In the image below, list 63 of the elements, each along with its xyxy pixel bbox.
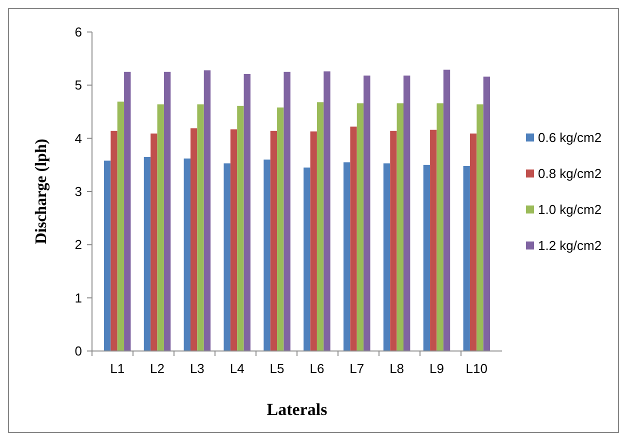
bar	[104, 160, 111, 351]
legend-label: 0.8 kg/cm2	[538, 166, 602, 182]
x-tick-label: L8	[390, 361, 404, 376]
y-tick-label: 5	[74, 78, 82, 93]
bar	[150, 134, 158, 351]
bar	[117, 102, 124, 351]
bar	[190, 128, 198, 351]
bar	[230, 129, 238, 351]
x-tick-label: L1	[110, 361, 125, 376]
bar	[164, 72, 171, 351]
y-tick-label: 4	[74, 130, 82, 146]
bar	[184, 158, 191, 351]
x-tick-label: L6	[310, 361, 324, 376]
bar	[144, 156, 151, 351]
x-tick-label: L5	[270, 361, 284, 376]
bar	[197, 104, 204, 351]
x-tick-label: L9	[429, 361, 444, 376]
bar	[344, 162, 350, 351]
bar	[310, 131, 317, 351]
bar	[483, 76, 490, 351]
bar	[350, 126, 357, 351]
y-tick-label: 6	[74, 24, 82, 40]
bar	[224, 163, 230, 351]
x-tick-label: L10	[466, 361, 488, 376]
bar	[476, 104, 484, 351]
x-axis-title: Laterals	[266, 400, 328, 419]
bar	[364, 76, 370, 351]
y-tick-label: 2	[74, 237, 82, 252]
bar	[204, 70, 211, 351]
y-tick-label: 1	[74, 290, 82, 306]
x-tick-label: L7	[350, 361, 364, 376]
bar	[237, 106, 244, 351]
bar	[264, 160, 270, 351]
bar	[124, 72, 131, 351]
x-tick-label: L4	[230, 361, 244, 376]
bar	[304, 168, 310, 351]
bar	[316, 102, 324, 351]
bar	[470, 134, 477, 351]
bar	[390, 130, 397, 351]
bar	[110, 130, 118, 351]
legend-label: 1.0 kg/cm2	[538, 202, 602, 218]
bar	[244, 74, 250, 351]
y-tick-label: 0	[74, 344, 82, 359]
x-tick-label: L2	[150, 361, 165, 376]
bar	[324, 71, 330, 351]
bar	[423, 164, 430, 351]
legend-label: 0.6 kg/cm2	[538, 130, 602, 146]
bar	[157, 104, 164, 351]
bar	[430, 130, 437, 351]
y-tick-label: 3	[74, 184, 82, 200]
bar	[436, 103, 444, 351]
y-axis-title: Discharge (lph)	[33, 138, 50, 244]
bar	[383, 163, 390, 351]
bar	[403, 76, 410, 351]
bar	[277, 107, 284, 351]
bar	[463, 166, 470, 351]
bar	[270, 130, 278, 351]
bar	[443, 70, 450, 351]
x-tick-label: L3	[190, 361, 204, 376]
legend-label: 1.2 kg/cm2	[538, 238, 602, 254]
bar	[284, 72, 290, 351]
bar	[356, 103, 364, 351]
bar	[396, 103, 404, 351]
